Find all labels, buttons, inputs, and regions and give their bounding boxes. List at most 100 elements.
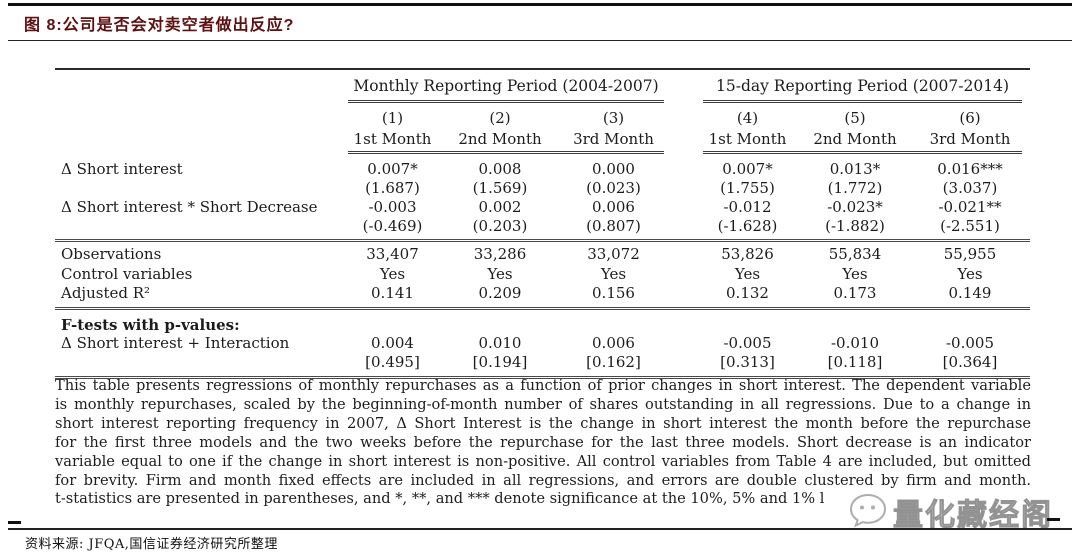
table-cell: (0.807)	[586, 217, 641, 235]
table-cell: (-2.551)	[940, 217, 1000, 235]
table-cell: 0.132	[726, 284, 769, 302]
section-rule	[55, 306, 1030, 310]
table-cell: (1.569)	[472, 179, 528, 197]
table-cell: -0.003	[368, 198, 417, 216]
table-cell: -0.010	[830, 333, 879, 352]
column-gap	[672, 284, 695, 304]
table-cell: 0.209	[478, 284, 522, 302]
table-cell: -0.012	[723, 198, 772, 216]
table-cell: 0.007*	[722, 160, 773, 178]
col-num: (6)	[959, 109, 981, 127]
row-label: Control variables	[61, 264, 193, 283]
section-rule	[55, 239, 1030, 242]
empty-cell	[55, 70, 340, 103]
table-cell: [0.118]	[827, 353, 883, 371]
table-cell: 0.141	[371, 284, 414, 302]
row-label: Adjusted R²	[61, 284, 151, 302]
table-cell: [0.162]	[586, 353, 641, 371]
figure-title: 图 8:公司是否会对卖空者做出反应?	[24, 17, 295, 34]
table-cell: (1.772)	[827, 179, 883, 197]
table-cell: 0.007*	[367, 160, 418, 178]
table-cell: 0.010	[478, 333, 522, 352]
table-cell: (1.687)	[365, 179, 420, 197]
group-rule	[348, 151, 664, 160]
table-cell: (-1.628)	[717, 217, 778, 235]
col-num: (2)	[489, 109, 511, 127]
note-line: is monthly repurchases, scaled by the be…	[55, 395, 1031, 413]
table-cell: 0.173	[833, 284, 877, 302]
table-cell: [0.194]	[472, 353, 528, 371]
table-cell: Yes	[487, 264, 513, 283]
table-cell: 0.004	[371, 333, 414, 352]
col-sub: 3rd Month	[573, 130, 654, 148]
table-cell: [0.495]	[365, 353, 420, 371]
table-cell: 53,826	[721, 245, 774, 263]
row-label	[55, 217, 340, 236]
wechat-icon	[848, 492, 888, 532]
table-cell: -0.005	[723, 333, 772, 352]
page-top-rule	[8, 3, 1072, 6]
table-cell: (0.023)	[586, 179, 641, 197]
table-cell: (3.037)	[942, 179, 998, 197]
table-note: This table presents regressions of month…	[55, 377, 1031, 509]
table-cell: 0.156	[592, 284, 635, 302]
regression-table: Monthly Reporting Period (2004-2007) 15-…	[55, 68, 1030, 379]
watermark-text: 量化藏经阁	[893, 499, 1053, 533]
column-gap	[672, 128, 695, 151]
title-divider	[8, 40, 1072, 41]
col-num: (4)	[736, 109, 759, 127]
row-label	[55, 179, 340, 198]
table-cell: -0.005	[945, 333, 994, 352]
table-cell: Yes	[957, 264, 983, 283]
note-line: This table presents regressions of month…	[55, 377, 1031, 394]
table-cell: 0.016***	[937, 160, 1003, 178]
table-cell: 0.013*	[829, 160, 881, 178]
table-cell: (0.203)	[472, 217, 528, 235]
note-line: short interest reporting frequency in 20…	[55, 414, 1031, 432]
row-label	[55, 353, 340, 373]
table-cell: Yes	[734, 264, 761, 283]
empty-cell	[55, 103, 340, 128]
col-sub: 2nd Month	[813, 130, 897, 148]
column-gap	[672, 198, 695, 217]
table-cell: -0.021**	[938, 198, 1002, 216]
col-num: (3)	[602, 109, 625, 127]
note-line: variable equal to one if the change in s…	[55, 452, 1031, 470]
group-header-15day: 15-day Reporting Period (2007-2014)	[703, 70, 1022, 103]
column-gap	[672, 103, 695, 128]
table-cell: (-1.882)	[825, 217, 885, 235]
column-gap	[672, 245, 695, 265]
table-cell: [0.313]	[720, 353, 775, 371]
table-cell: 0.002	[478, 198, 522, 216]
row-label: Δ Short interest + Interaction	[61, 333, 290, 352]
row-label: Δ Short interest * Short Decrease	[61, 198, 318, 216]
column-gap	[672, 265, 695, 285]
table-cell: 33,286	[473, 245, 527, 263]
col-num: (1)	[381, 109, 404, 127]
col-sub: 1st Month	[708, 130, 787, 148]
table-cell: (1.755)	[720, 179, 775, 197]
column-gap	[672, 334, 695, 354]
table-cell: 55,955	[943, 245, 997, 263]
table-cell: 0.008	[478, 160, 522, 178]
table-cell: 0.006	[592, 333, 635, 352]
col-sub: 1st Month	[353, 130, 432, 148]
col-sub: 2nd Month	[458, 130, 542, 148]
table-bottom-rule	[55, 375, 1030, 379]
table-cell: (-0.469)	[362, 217, 423, 235]
note-line: for the first three models and the two w…	[55, 433, 1031, 451]
column-gap	[672, 160, 695, 179]
table-cell: 33,072	[587, 245, 640, 263]
row-label: Observations	[61, 245, 162, 263]
watermark: 量化藏经阁	[848, 490, 1053, 534]
note-line: t-statistics are presented in parenthese…	[55, 490, 825, 508]
col-num: (5)	[844, 109, 866, 127]
page-bottom-rule	[8, 528, 1072, 530]
row-label: Δ Short interest	[61, 160, 183, 178]
table-cell: Yes	[379, 264, 406, 283]
table-cell: Yes	[600, 264, 627, 283]
source-note: 资料来源: JFQA,国信证券经济研究所整理	[25, 537, 278, 552]
group-header-monthly: Monthly Reporting Period (2004-2007)	[348, 70, 664, 103]
table-cell: 0.149	[948, 284, 992, 302]
column-gap	[672, 217, 695, 236]
